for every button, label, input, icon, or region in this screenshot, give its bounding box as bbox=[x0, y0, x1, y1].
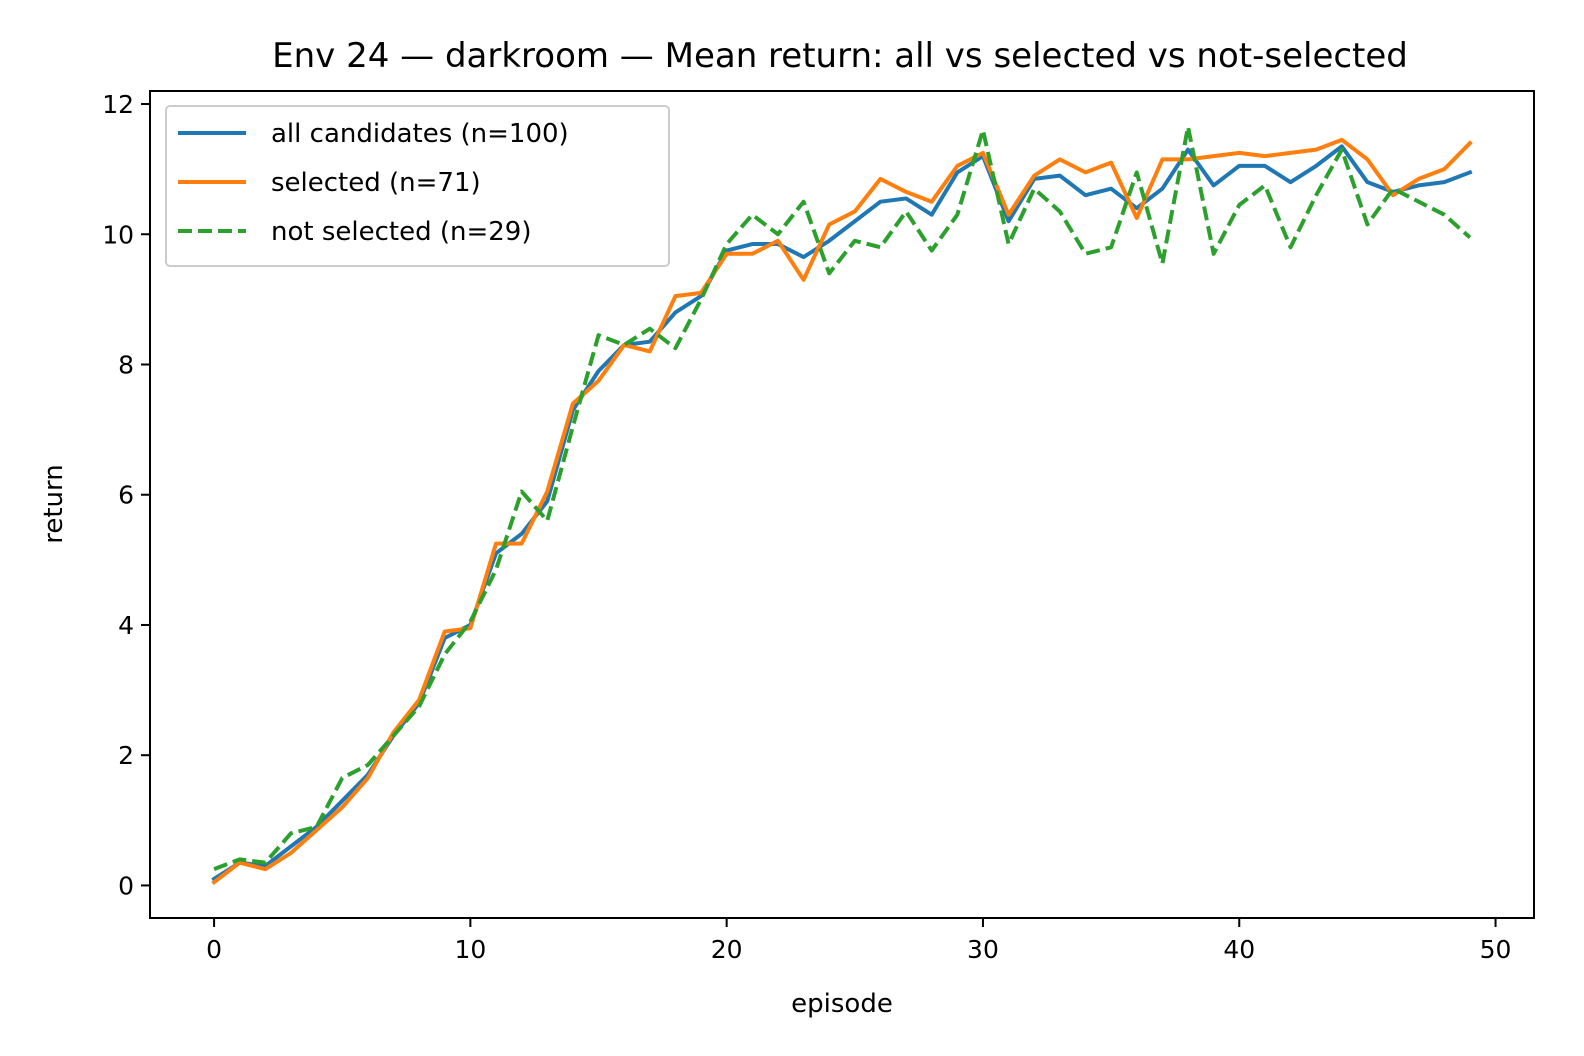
y-tick-label: 12 bbox=[102, 90, 134, 119]
y-tick-label: 0 bbox=[118, 871, 134, 900]
y-tick-label: 2 bbox=[118, 741, 134, 770]
x-tick-label: 50 bbox=[1480, 935, 1512, 964]
chart-title: Env 24 — darkroom — Mean return: all vs … bbox=[272, 36, 1408, 76]
y-axis-label: return bbox=[39, 464, 69, 544]
legend: all candidates (n=100) selected (n=71) not… bbox=[165, 105, 670, 267]
x-tick-label: 40 bbox=[1223, 935, 1255, 964]
plot-area bbox=[211, 124, 1473, 885]
y-tick-label: 8 bbox=[118, 350, 134, 379]
x-tick-label: 30 bbox=[967, 935, 999, 964]
axes-frame bbox=[149, 90, 1535, 919]
x-axis: 0 10 20 30 40 50 bbox=[206, 918, 1511, 964]
y-axis: 0 2 4 6 8 10 12 bbox=[102, 90, 150, 900]
series-line-1 bbox=[211, 137, 1473, 885]
legend-label-2: not selected (n=29) bbox=[271, 217, 532, 247]
x-tick-label: 0 bbox=[206, 935, 222, 964]
legend-box bbox=[165, 105, 670, 267]
x-axis-label: episode bbox=[791, 989, 893, 1019]
y-tick-label: 6 bbox=[118, 481, 134, 510]
x-tick-label: 20 bbox=[711, 935, 743, 964]
y-tick-label: 10 bbox=[102, 220, 134, 249]
legend-label-0: all candidates (n=100) bbox=[271, 119, 569, 149]
x-tick-label: 10 bbox=[454, 935, 486, 964]
legend-label-1: selected (n=71) bbox=[271, 168, 481, 198]
series-line-2 bbox=[213, 124, 1472, 872]
y-tick-label: 4 bbox=[118, 611, 134, 640]
